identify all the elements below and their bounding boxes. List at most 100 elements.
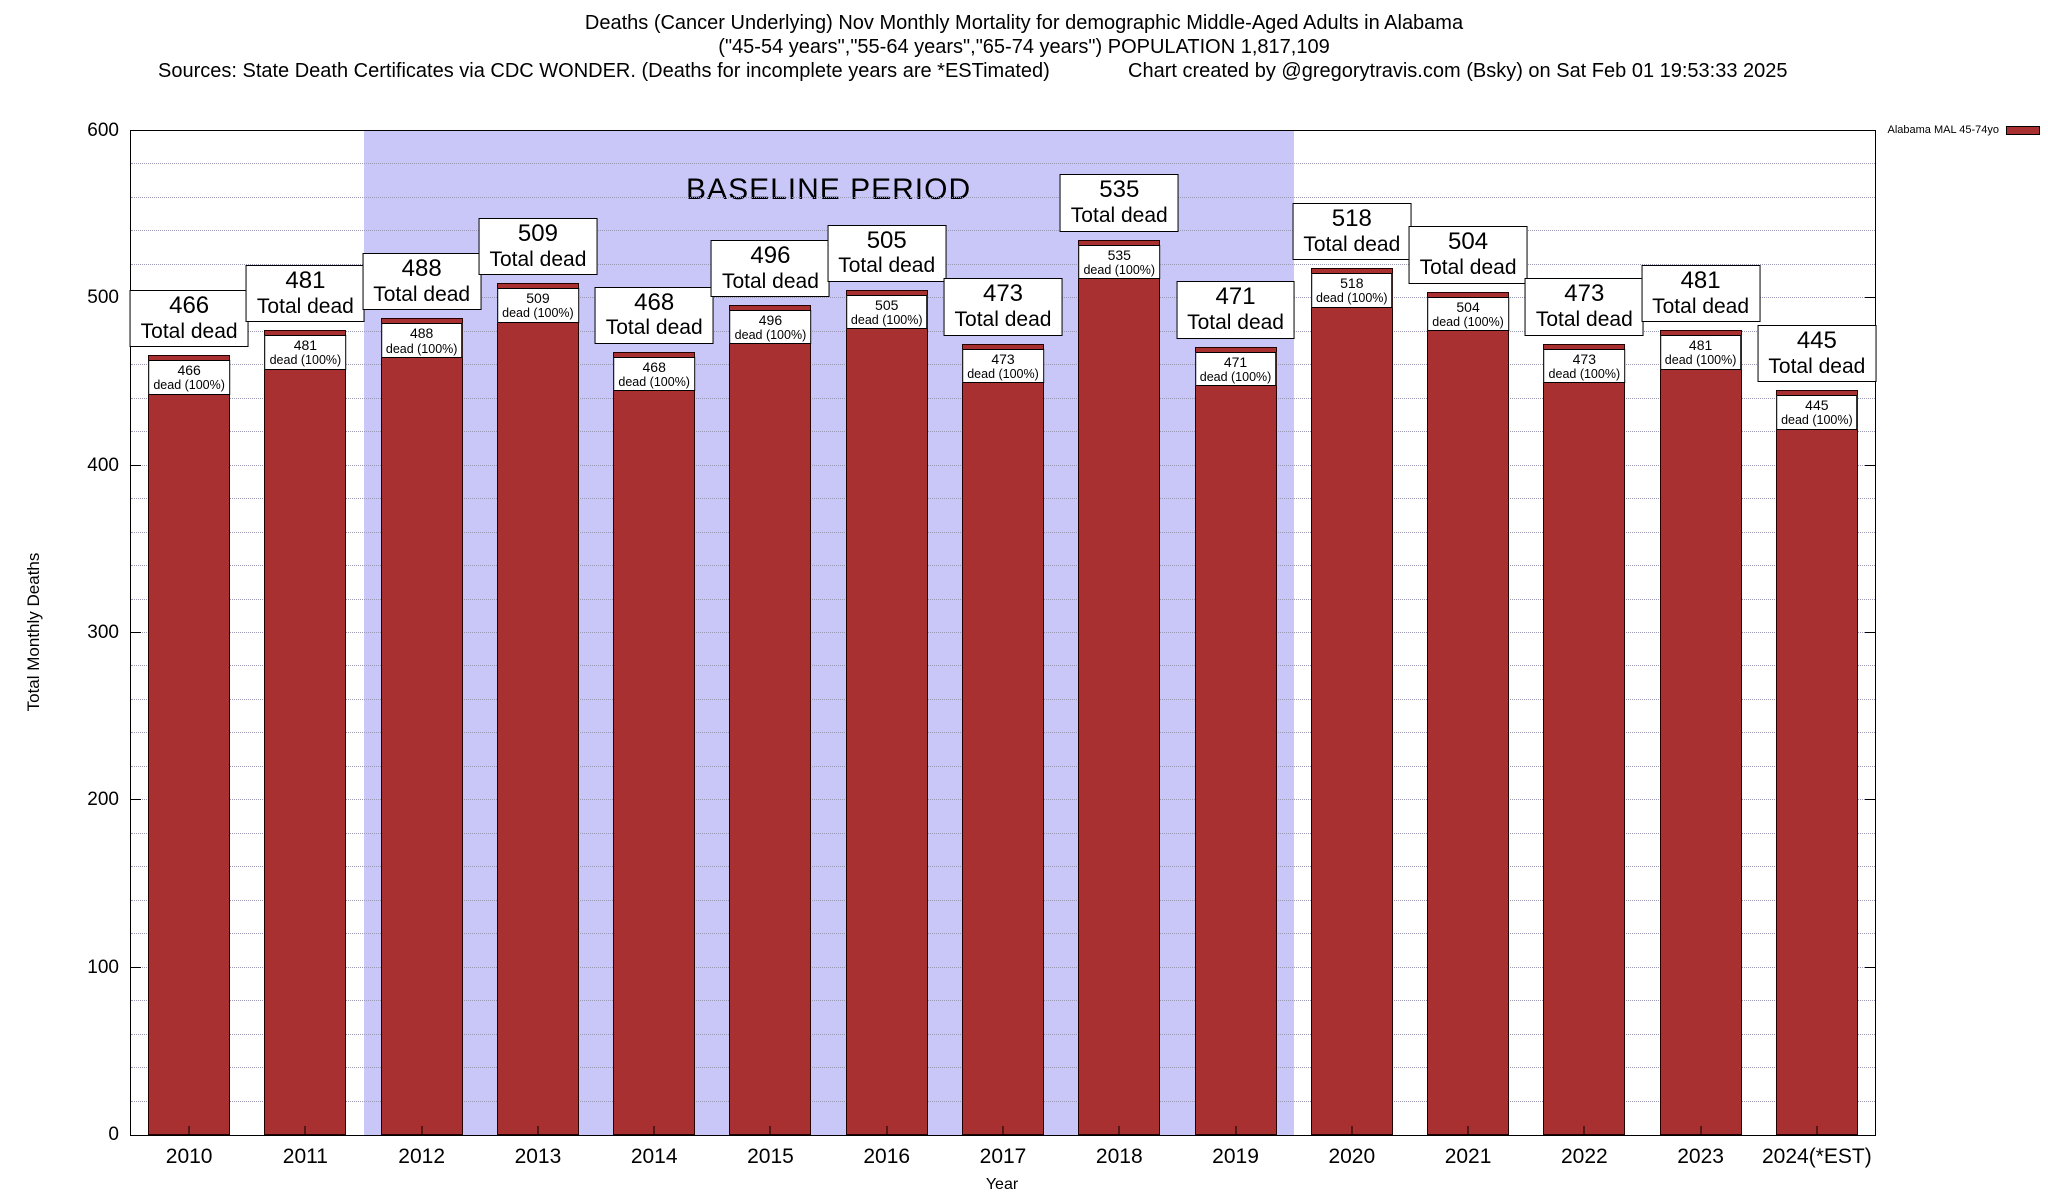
bar-total-label-text: Total dead — [373, 282, 471, 306]
bar-inner-label-value: 481 — [293, 337, 318, 354]
bar-total-label: 471 Total dead — [1176, 281, 1295, 339]
bar-total-label-text: Total dead — [1070, 204, 1168, 228]
bar-total-label-value: 518 — [1331, 204, 1372, 232]
bar-inner-label: 505 dead (100%) — [845, 294, 928, 330]
bar-inner-label: 471 dead (100%) — [1194, 351, 1277, 387]
x-tick-label: 2012 — [398, 1145, 446, 1168]
y-axis-title: Total Monthly Deaths — [24, 552, 43, 712]
chart-title-line1: Deaths (Cancer Underlying) Nov Monthly M… — [584, 12, 1464, 34]
bar-total-label-text: Total dead — [721, 269, 819, 293]
x-tick-label: 2011 — [282, 1145, 328, 1168]
x-tick-label: 2017 — [979, 1145, 1027, 1168]
bar-inner-label-value: 509 — [526, 290, 550, 307]
y-tick-label: 500 — [87, 287, 119, 309]
bar-total-label-text: Total dead — [489, 247, 587, 271]
x-tick — [1583, 1126, 1585, 1135]
x-tick — [1351, 1126, 1353, 1135]
bar-total-label-value: 445 — [1796, 326, 1837, 354]
bar-total-label-value: 496 — [750, 241, 791, 269]
x-tick-label: 2016 — [863, 1145, 911, 1168]
bar-inner-label-text: dead (100%) — [1199, 369, 1272, 384]
gridline — [131, 196, 1875, 198]
bar-inner-label: 481 dead (100%) — [264, 335, 347, 370]
bar-total-label: 509 Total dead — [478, 217, 598, 276]
y-tick-label: 600 — [87, 120, 119, 141]
bar-inner-label-value: 496 — [758, 312, 783, 329]
bar-total-label-value: 488 — [401, 255, 442, 283]
legend: Alabama MAL 45-74yo — [1888, 124, 2040, 136]
x-tick-label: 2019 — [1212, 1145, 1259, 1168]
bar-inner-label-value: 466 — [177, 362, 201, 379]
bar-total-label: 481 Total dead — [245, 264, 365, 323]
bar-total-label-value: 504 — [1448, 228, 1489, 256]
bar-inner-label-text: dead (100%) — [1316, 291, 1388, 306]
x-tick — [1467, 1126, 1469, 1135]
bar-total-label-value: 481 — [285, 266, 326, 294]
x-tick — [1235, 1126, 1237, 1135]
bar-total-label-value: 473 — [1564, 280, 1605, 308]
bar-inner-label-text: dead (100%) — [1548, 366, 1621, 381]
bar-total-label-text: Total dead — [1187, 311, 1284, 335]
bar-inner-label: 466 dead (100%) — [148, 360, 230, 395]
x-tick — [653, 1126, 655, 1135]
bar-inner-label: 509 dead (100%) — [497, 288, 579, 323]
bar-inner-label-text: dead (100%) — [1781, 413, 1853, 428]
bar-inner-label: 504 dead (100%) — [1427, 296, 1509, 332]
x-tick — [1002, 1126, 1004, 1135]
bar-2015 — [729, 305, 812, 1135]
bar-total-label-text: Total dead — [1419, 256, 1517, 280]
x-tick — [769, 1126, 771, 1135]
bar-total-label: 466 Total dead — [129, 289, 249, 348]
bar-2021 — [1427, 291, 1510, 1135]
x-tick — [304, 1126, 306, 1135]
bar-total-label-text: Total dead — [256, 294, 354, 318]
bar-inner-label: 535 dead (100%) — [1078, 244, 1161, 280]
bar-total-label-text: Total dead — [140, 319, 238, 343]
bar-total-label: 473 Total dead — [943, 278, 1063, 336]
bar-2016 — [845, 289, 928, 1135]
y-tick-label: 0 — [108, 1124, 119, 1145]
y-tick — [131, 632, 141, 633]
bar-2017 — [962, 343, 1044, 1135]
bar-inner-label-value: 505 — [875, 296, 899, 313]
x-tick-label: 2013 — [514, 1145, 562, 1168]
y-tick-right — [1865, 464, 1875, 466]
bar-inner-label: 445 dead (100%) — [1776, 395, 1858, 430]
x-tick-label: 2014 — [630, 1145, 678, 1168]
bar-inner-label-text: dead (100%) — [1083, 262, 1156, 277]
bar-2014 — [613, 351, 696, 1135]
bar-total-label-value: 468 — [634, 288, 675, 316]
y-tick — [131, 966, 141, 968]
y-tick — [131, 464, 141, 466]
bar-inner-label-text: dead (100%) — [850, 313, 923, 328]
y-tick-label: 300 — [87, 622, 119, 643]
bar-inner-label-text: dead (100%) — [385, 341, 458, 356]
bar-2019 — [1194, 346, 1277, 1135]
bar-inner-label-value: 468 — [642, 358, 666, 375]
bar-inner-label: 488 dead (100%) — [380, 323, 463, 358]
bar-2023 — [1659, 330, 1742, 1135]
x-tick-label: 2022 — [1560, 1145, 1608, 1168]
x-tick-label: 2020 — [1328, 1145, 1376, 1168]
bar-total-label-value: 473 — [982, 280, 1024, 308]
bar-inner-label: 468 dead (100%) — [613, 356, 695, 392]
bar-total-label-value: 466 — [169, 291, 210, 319]
x-tick — [188, 1126, 190, 1135]
bar-inner-label-value: 504 — [1456, 298, 1480, 315]
bar-2013 — [496, 283, 579, 1135]
bar-total-label-text: Total dead — [605, 316, 703, 340]
bar-2022 — [1543, 343, 1626, 1135]
x-tick — [1700, 1126, 1702, 1135]
x-tick-label: 2010 — [165, 1145, 213, 1168]
bar-total-label: 468 Total dead — [594, 286, 714, 344]
bar-inner-label-value: 488 — [409, 325, 434, 342]
y-tick-right — [1865, 799, 1875, 801]
x-tick-label: 2021 — [1444, 1145, 1492, 1168]
gridline — [131, 163, 1875, 165]
x-tick-label: 2018 — [1095, 1145, 1143, 1168]
bar-inner-label-text: dead (100%) — [734, 328, 807, 343]
y-tick-right — [1865, 297, 1875, 299]
bar-inner-label-text: dead (100%) — [1664, 353, 1737, 368]
bar-total-label-text: Total dead — [954, 308, 1052, 331]
